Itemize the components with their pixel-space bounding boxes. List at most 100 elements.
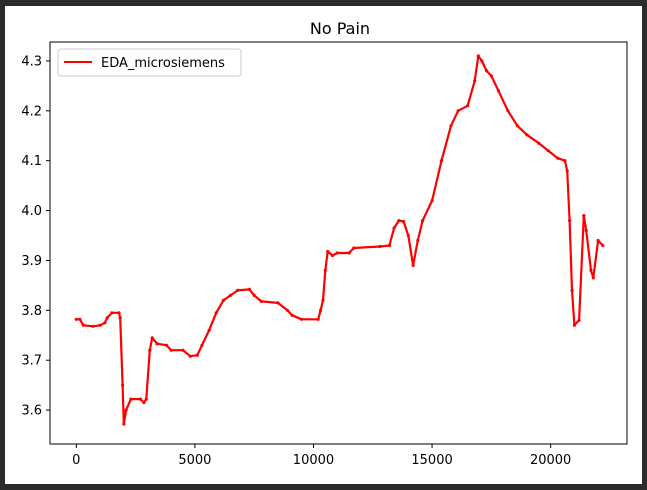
data-point — [148, 348, 152, 352]
x-tick-label: 0 — [72, 453, 80, 468]
data-point — [236, 288, 240, 292]
y-tick-label: 3.6 — [21, 404, 42, 419]
data-point — [321, 298, 325, 302]
data-point — [515, 124, 519, 128]
data-point — [319, 308, 323, 312]
data-point — [124, 408, 128, 412]
data-point — [121, 383, 125, 387]
data-point — [563, 159, 567, 163]
x-tick-label: 15000 — [411, 453, 452, 468]
legend-label: EDA_microsiemens — [101, 56, 225, 71]
y-tick-label: 4.2 — [21, 104, 42, 119]
data-point — [142, 401, 146, 405]
y-tick-label: 4.3 — [21, 54, 42, 69]
data-point — [489, 74, 493, 78]
data-point — [214, 311, 218, 315]
x-tick-label: 10000 — [293, 453, 334, 468]
data-point — [276, 301, 280, 305]
legend: EDA_microsiemens — [57, 48, 242, 77]
data-point — [572, 323, 577, 327]
data-point — [556, 156, 560, 160]
data-point — [326, 249, 330, 254]
line-chart: No Pain 3.6 3.7 3.8 3.9 4.0 4.1 4.2 4.3 0 5000 10… — [21, 19, 628, 468]
data-point — [200, 343, 204, 347]
data-point — [591, 276, 595, 280]
data-point — [300, 317, 304, 321]
data-point — [387, 243, 391, 248]
data-point — [323, 268, 327, 272]
data-point — [476, 54, 480, 58]
data-point — [473, 79, 477, 83]
data-point — [316, 317, 320, 321]
data-point — [138, 397, 142, 401]
data-point — [596, 238, 600, 243]
data-point — [91, 324, 95, 328]
data-point — [456, 109, 460, 113]
data-point — [496, 89, 501, 93]
y-tick-label: 4.1 — [21, 154, 42, 169]
data-point — [122, 422, 126, 426]
data-point — [290, 313, 294, 317]
chart-title: No Pain — [310, 19, 370, 38]
data-point — [506, 109, 510, 113]
plot-area — [74, 54, 605, 426]
data-point — [406, 233, 410, 238]
data-point — [103, 321, 107, 325]
data-point — [155, 342, 159, 346]
data-point — [110, 311, 114, 315]
data-point — [164, 343, 168, 347]
x-tick-label: 5000 — [178, 453, 211, 468]
data-point — [430, 199, 434, 203]
data-point — [78, 317, 82, 321]
data-point — [537, 141, 541, 145]
data-point — [485, 69, 489, 73]
data-point — [335, 251, 339, 255]
data-point — [570, 288, 574, 292]
data-point — [584, 228, 588, 233]
y-tick-label: 3.9 — [21, 254, 42, 269]
data-point — [105, 316, 109, 320]
data-point — [589, 268, 593, 272]
data-point — [421, 219, 425, 223]
y-tick-label: 3.7 — [21, 354, 42, 369]
data-point — [207, 328, 211, 332]
data-point — [449, 124, 453, 128]
data-point — [330, 253, 335, 258]
data-point — [74, 317, 78, 321]
data-point — [568, 219, 572, 223]
chart-figure: No Pain 3.6 3.7 3.8 3.9 4.0 4.1 4.2 4.3 0 5000 10… — [5, 6, 642, 484]
data-point — [416, 238, 420, 243]
data-point — [601, 243, 605, 248]
data-point — [439, 159, 444, 163]
data-point — [259, 299, 263, 303]
data-point — [195, 353, 199, 357]
y-axis: 3.6 3.7 3.8 3.9 4.0 4.1 4.2 4.3 — [21, 54, 50, 419]
data-point — [546, 149, 550, 153]
data-point — [582, 214, 586, 218]
axes-frame — [49, 41, 628, 445]
data-point — [144, 397, 148, 401]
x-axis: 0 5000 10000 15000 20000 — [72, 444, 571, 468]
series-markers — [74, 54, 605, 426]
y-tick-label: 4.0 — [21, 204, 42, 219]
data-point — [221, 298, 225, 302]
data-point — [402, 220, 406, 224]
data-point — [392, 226, 396, 230]
data-point — [228, 293, 233, 297]
data-point — [480, 59, 484, 63]
data-point — [525, 133, 529, 137]
data-point — [81, 323, 85, 327]
series-line-eda-microsiemens — [76, 54, 604, 426]
data-point — [285, 308, 289, 312]
data-point — [118, 316, 122, 320]
data-point — [188, 354, 192, 358]
data-point — [181, 348, 185, 352]
data-point — [117, 311, 121, 315]
data-point — [247, 287, 251, 291]
data-point — [150, 336, 154, 340]
data-point — [378, 244, 382, 249]
data-point — [347, 251, 351, 255]
data-point — [411, 263, 415, 267]
data-point — [252, 293, 256, 297]
x-tick-label: 20000 — [530, 453, 571, 468]
